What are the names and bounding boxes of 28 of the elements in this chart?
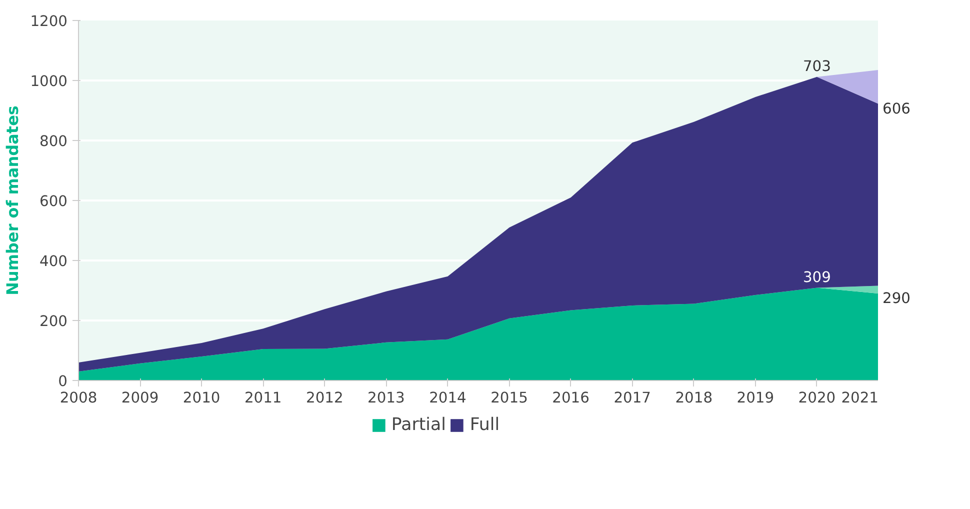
legend-label: Partial [391,415,446,435]
x-tick-label: 2011 [244,390,282,406]
x-tick-label: 2009 [121,390,159,406]
x-tick-label: 2019 [736,390,774,406]
data-label: 606 [882,100,910,118]
x-tick-label: 2017 [614,390,652,406]
y-tick-label: 600 [40,193,68,210]
x-tick-label: 2018 [675,390,713,406]
x-tick-label: 2021 [841,390,879,406]
y-tick-label: 0 [58,373,68,390]
y-tick-label: 400 [40,253,68,270]
y-tick-label: 200 [40,313,68,330]
data-label: 703 [802,58,831,75]
y-tick-label: 1200 [30,13,68,30]
x-tick-label: 2012 [306,390,344,406]
x-tick-label: 2008 [60,390,98,406]
x-tick-label: 2015 [490,390,528,406]
y-axis-title: Number of mandates [3,106,22,296]
x-tick-label: 2016 [552,390,590,406]
y-tick-label: 800 [40,133,68,150]
data-label: 290 [882,290,910,307]
y-tick-label: 1000 [30,73,68,90]
data-label: 309 [802,268,831,286]
x-tick-label: 2013 [368,390,405,406]
x-tick-label: 2014 [429,390,466,406]
x-tick-label: 2010 [182,390,220,406]
legend-label: Full [470,415,500,435]
x-tick-label: 2020 [798,390,836,406]
